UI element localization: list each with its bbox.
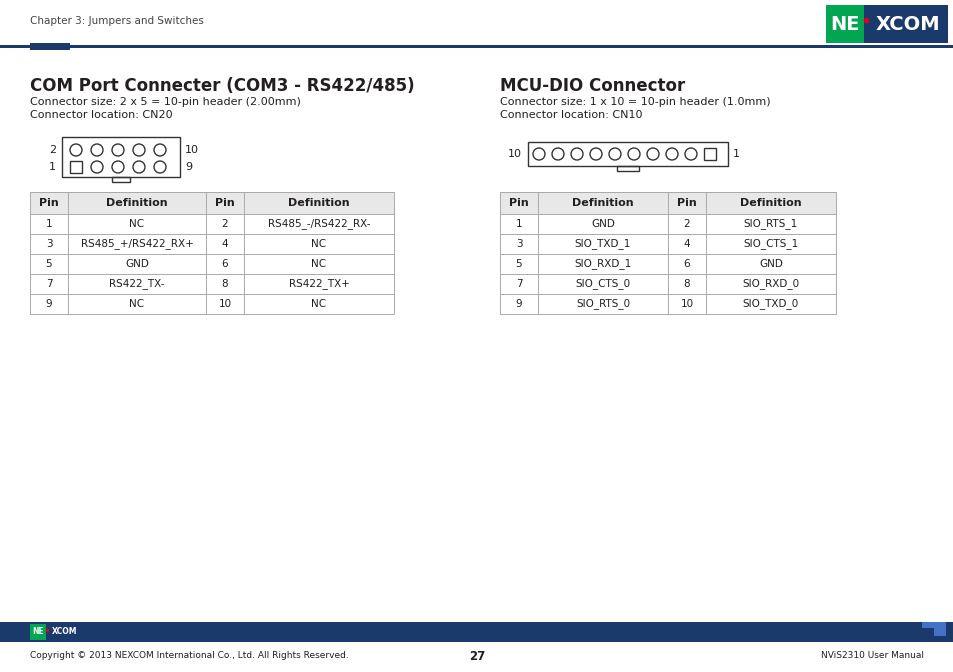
Text: 8: 8 <box>683 279 690 289</box>
Bar <box>933 622 945 636</box>
Text: RS485_+/RS422_RX+: RS485_+/RS422_RX+ <box>81 239 193 249</box>
Bar <box>0 45 953 48</box>
Text: 9: 9 <box>185 162 192 172</box>
Text: 9: 9 <box>516 299 521 309</box>
Bar <box>30 234 394 254</box>
Text: 8: 8 <box>221 279 228 289</box>
Bar <box>527 142 727 166</box>
Text: SIO_RTS_1: SIO_RTS_1 <box>743 218 798 229</box>
Text: 4: 4 <box>221 239 228 249</box>
Text: Pin: Pin <box>39 198 59 208</box>
Text: Definition: Definition <box>106 198 168 208</box>
Text: 1: 1 <box>49 162 56 172</box>
Text: 1: 1 <box>516 219 521 229</box>
Text: Pin: Pin <box>214 198 234 208</box>
Text: MCU-DIO Connector: MCU-DIO Connector <box>499 77 684 95</box>
Text: 1: 1 <box>46 219 52 229</box>
Text: XCOM: XCOM <box>52 628 77 636</box>
Text: NC: NC <box>130 219 145 229</box>
Text: Chapter 3: Jumpers and Switches: Chapter 3: Jumpers and Switches <box>30 16 204 26</box>
Text: 3: 3 <box>516 239 521 249</box>
Bar <box>112 177 130 182</box>
Bar <box>499 214 835 234</box>
Text: COM Port Connecter (COM3 - RS422/485): COM Port Connecter (COM3 - RS422/485) <box>30 77 415 95</box>
Text: Connector size: 2 x 5 = 10-pin header (2.00mm): Connector size: 2 x 5 = 10-pin header (2… <box>30 97 300 107</box>
Bar <box>70 161 82 173</box>
Bar <box>863 5 947 43</box>
Text: 27: 27 <box>468 650 485 663</box>
Bar <box>499 274 835 294</box>
Text: RS422_TX+: RS422_TX+ <box>288 279 349 290</box>
Text: GND: GND <box>591 219 615 229</box>
Text: NC: NC <box>311 259 326 269</box>
Text: NE: NE <box>32 628 44 636</box>
Bar <box>499 192 835 214</box>
Text: Connector location: CN10: Connector location: CN10 <box>499 110 641 120</box>
Text: 10: 10 <box>679 299 693 309</box>
Text: NC: NC <box>311 239 326 249</box>
Text: SIO_TXD_1: SIO_TXD_1 <box>575 239 631 249</box>
Bar <box>499 234 835 254</box>
Bar <box>499 254 835 274</box>
Text: NViS2310 User Manual: NViS2310 User Manual <box>821 651 923 661</box>
Text: NC: NC <box>130 299 145 309</box>
Text: Pin: Pin <box>677 198 696 208</box>
Text: 6: 6 <box>683 259 690 269</box>
Text: 10: 10 <box>507 149 521 159</box>
Text: 5: 5 <box>46 259 52 269</box>
Text: 2: 2 <box>683 219 690 229</box>
Bar <box>30 192 394 314</box>
Text: 10: 10 <box>185 145 199 155</box>
Text: Definition: Definition <box>572 198 633 208</box>
Bar <box>30 192 394 214</box>
Text: SIO_RXD_0: SIO_RXD_0 <box>741 279 799 290</box>
Text: NE: NE <box>829 15 859 34</box>
Text: GND: GND <box>759 259 782 269</box>
Text: Pin: Pin <box>509 198 528 208</box>
Text: Connector location: CN20: Connector location: CN20 <box>30 110 172 120</box>
Text: 1: 1 <box>732 149 740 159</box>
Text: SIO_TXD_0: SIO_TXD_0 <box>742 298 799 309</box>
Bar <box>30 254 394 274</box>
Text: GND: GND <box>125 259 149 269</box>
Text: XCOM: XCOM <box>875 15 940 34</box>
Bar <box>62 137 180 177</box>
Text: 2: 2 <box>221 219 228 229</box>
Bar <box>921 622 933 628</box>
Bar <box>46 624 82 640</box>
Text: 7: 7 <box>516 279 521 289</box>
Text: NC: NC <box>311 299 326 309</box>
Bar <box>703 148 716 160</box>
Text: RS485_-/RS422_RX-: RS485_-/RS422_RX- <box>268 218 370 229</box>
Text: 6: 6 <box>221 259 228 269</box>
Bar <box>617 166 639 171</box>
Text: 2: 2 <box>49 145 56 155</box>
Text: 10: 10 <box>218 299 232 309</box>
Bar <box>30 214 394 234</box>
Bar <box>30 274 394 294</box>
Text: SIO_CTS_0: SIO_CTS_0 <box>575 279 630 290</box>
Text: 9: 9 <box>46 299 52 309</box>
Text: 7: 7 <box>46 279 52 289</box>
Bar <box>825 5 863 43</box>
Text: RS422_TX-: RS422_TX- <box>110 279 165 290</box>
Bar <box>30 294 394 314</box>
Bar <box>499 294 835 314</box>
Bar <box>30 624 46 640</box>
Text: Definition: Definition <box>288 198 350 208</box>
Text: SIO_RXD_1: SIO_RXD_1 <box>574 259 631 269</box>
Text: Definition: Definition <box>740 198 801 208</box>
Bar <box>0 622 953 642</box>
Text: SIO_RTS_0: SIO_RTS_0 <box>576 298 629 309</box>
Text: 5: 5 <box>516 259 521 269</box>
Text: Connector size: 1 x 10 = 10-pin header (1.0mm): Connector size: 1 x 10 = 10-pin header (… <box>499 97 770 107</box>
Bar <box>30 43 70 50</box>
Bar <box>499 192 835 314</box>
Text: 4: 4 <box>683 239 690 249</box>
Text: SIO_CTS_1: SIO_CTS_1 <box>742 239 798 249</box>
Text: Copyright © 2013 NEXCOM International Co., Ltd. All Rights Reserved.: Copyright © 2013 NEXCOM International Co… <box>30 651 349 661</box>
Text: 3: 3 <box>46 239 52 249</box>
